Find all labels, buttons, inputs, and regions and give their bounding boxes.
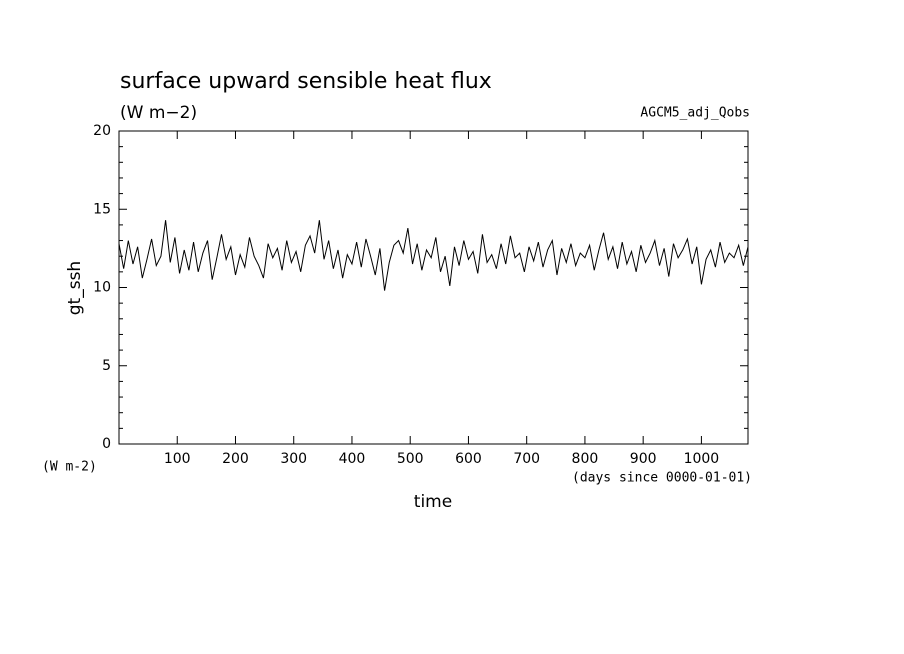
x-tick-label: 1000 (684, 451, 720, 467)
x-units: (days since 0000-01-01) (572, 471, 752, 486)
x-tick-label: 200 (222, 451, 249, 467)
y-tick-label: 10 (93, 280, 111, 296)
y-axis-label: gt_ssh (65, 261, 85, 315)
x-tick-label: 600 (455, 451, 482, 467)
x-tick-label: 500 (397, 451, 424, 467)
chart-title: surface upward sensible heat flux (120, 69, 492, 94)
y-tick-label: 5 (102, 358, 111, 374)
x-axis-label: time (414, 492, 452, 512)
x-tick-label: 400 (339, 451, 366, 467)
y-units: (W m-2) (42, 460, 97, 475)
y-tick-label: 15 (93, 201, 111, 217)
y-tick-label: 0 (102, 436, 111, 452)
subtitle: (W m−2) (120, 103, 197, 123)
x-tick-label: 300 (280, 451, 307, 467)
data-line (118, 220, 749, 291)
x-tick-label: 100 (164, 451, 191, 467)
annotation: AGCM5_adj_Qobs (640, 106, 750, 121)
x-tick-label: 900 (630, 451, 657, 467)
x-tick-label: 700 (513, 451, 540, 467)
y-tick-label: 20 (93, 123, 111, 139)
x-tick-label: 800 (572, 451, 599, 467)
